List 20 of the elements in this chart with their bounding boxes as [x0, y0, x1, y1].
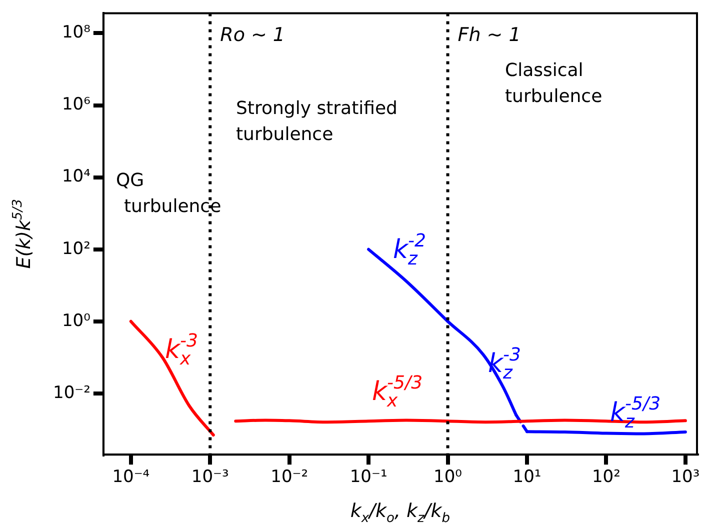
y-tick-label: 10⁶	[62, 94, 91, 115]
annotation: Classical turbulence	[505, 60, 602, 107]
x-tick-label: 10⁻³	[191, 467, 229, 488]
x-tick-label: 10²	[592, 467, 620, 488]
x-tick-label: 10¹	[512, 467, 542, 488]
annotation: QG turbulence	[116, 170, 222, 217]
y-tick-label: 10²	[62, 238, 90, 259]
x-tick-label: 10⁻¹	[350, 467, 388, 488]
x-tick-label: 10⁰	[434, 467, 462, 488]
y-axis-title: E(k)k5/3	[10, 199, 35, 269]
ref-line-label: Fh ∼ 1	[458, 24, 521, 46]
x-tick-label: 10⁻⁴	[112, 467, 150, 488]
ref-line-label: Ro ∼ 1	[220, 24, 286, 46]
annotation: Strongly stratified turbulence	[236, 98, 398, 145]
x-tick-label: 10⁻²	[270, 467, 308, 488]
x-tick-label: 10³	[671, 467, 700, 488]
y-tick-label: 10⁰	[62, 310, 91, 331]
y-tick-label: 10⁸	[62, 22, 91, 43]
y-tick-label: 10⁴	[62, 166, 91, 187]
y-tick-label: 10⁻²	[53, 382, 90, 403]
